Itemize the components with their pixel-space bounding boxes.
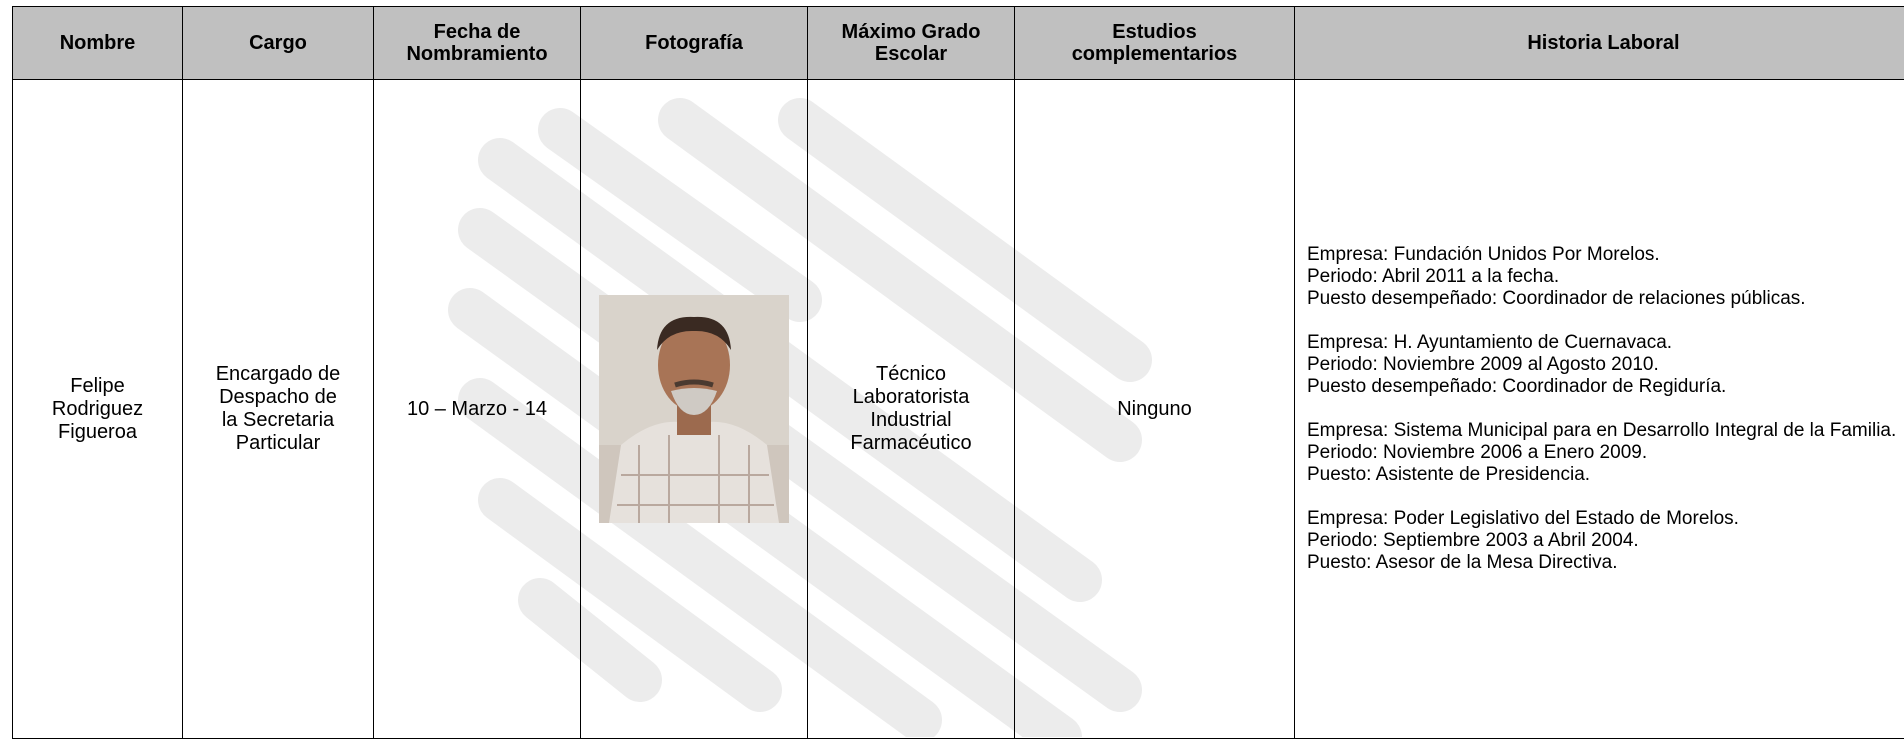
text-line: Empresa: Fundación Unidos Por Morelos. [1307, 244, 1660, 265]
text-line: Periodo: Septiembre 2003 a Abril 2004. [1307, 530, 1639, 551]
work-history-cell: Empresa: Fundación Unidos Por Morelos.Pe… [1295, 80, 1904, 739]
work-history-entry: Empresa: Poder Legislativo del Estado de… [1307, 508, 1904, 574]
text-line: Nombre [60, 32, 136, 54]
column-header: Nombre [13, 7, 183, 80]
text-line: Periodo: Noviembre 2006 a Enero 2009. [1307, 442, 1647, 463]
text-line: Figueroa [58, 421, 137, 443]
text-line: Periodo: Abril 2011 a la fecha. [1307, 266, 1559, 287]
text-line: 10 – Marzo - 14 [407, 398, 547, 420]
text-line: complementarios [1072, 43, 1238, 65]
text-line: Particular [236, 432, 320, 454]
text-line: Ninguno [1117, 398, 1192, 420]
text-line: Fecha de [434, 21, 521, 43]
body-cell: Ninguno [1015, 80, 1295, 739]
text-line: Puesto: Asesor de la Mesa Directiva. [1307, 552, 1617, 573]
body-cell: 10 – Marzo - 14 [374, 80, 581, 739]
text-line: Felipe [70, 375, 124, 397]
photo [599, 295, 789, 523]
column-header: Fotografía [581, 7, 808, 80]
text-line: Fotografía [645, 32, 743, 54]
text-line: Cargo [249, 32, 307, 54]
photo-cell [581, 80, 808, 739]
column-header: Cargo [183, 7, 374, 80]
text-line: Empresa: H. Ayuntamiento de Cuernavaca. [1307, 332, 1672, 353]
work-history-entry: Empresa: H. Ayuntamiento de Cuernavaca.P… [1307, 332, 1904, 398]
text-line: Rodriguez [52, 398, 143, 420]
text-line: Industrial [870, 409, 951, 431]
text-line: Laboratorista [853, 386, 970, 408]
text-line: Empresa: Poder Legislativo del Estado de… [1307, 508, 1739, 529]
text-line: Historia Laboral [1527, 32, 1679, 54]
text-line: Farmacéutico [850, 432, 971, 454]
text-line: Puesto desempeñado: Coordinador de relac… [1307, 288, 1806, 309]
text-line: Máximo Grado [842, 21, 981, 43]
text-line: Encargado de [216, 363, 341, 385]
text-line: Estudios [1112, 21, 1196, 43]
work-history-entry: Empresa: Fundación Unidos Por Morelos.Pe… [1307, 244, 1904, 310]
text-line: Despacho de [219, 386, 337, 408]
work-history-entry: Empresa: Sistema Municipal para en Desar… [1307, 420, 1904, 486]
text-line: Puesto desempeñado: Coordinador de Regid… [1307, 376, 1726, 397]
text-line: Nombramiento [406, 43, 547, 65]
text-line: Empresa: Sistema Municipal para en Desar… [1307, 420, 1896, 441]
text-line: Técnico [876, 363, 946, 385]
text-line: la Secretaria [222, 409, 334, 431]
text-line: Puesto: Asistente de Presidencia. [1307, 464, 1590, 485]
text-line: Periodo: Noviembre 2009 al Agosto 2010. [1307, 354, 1659, 375]
column-header: Historia Laboral [1295, 7, 1904, 80]
text-line: Escolar [875, 43, 947, 65]
